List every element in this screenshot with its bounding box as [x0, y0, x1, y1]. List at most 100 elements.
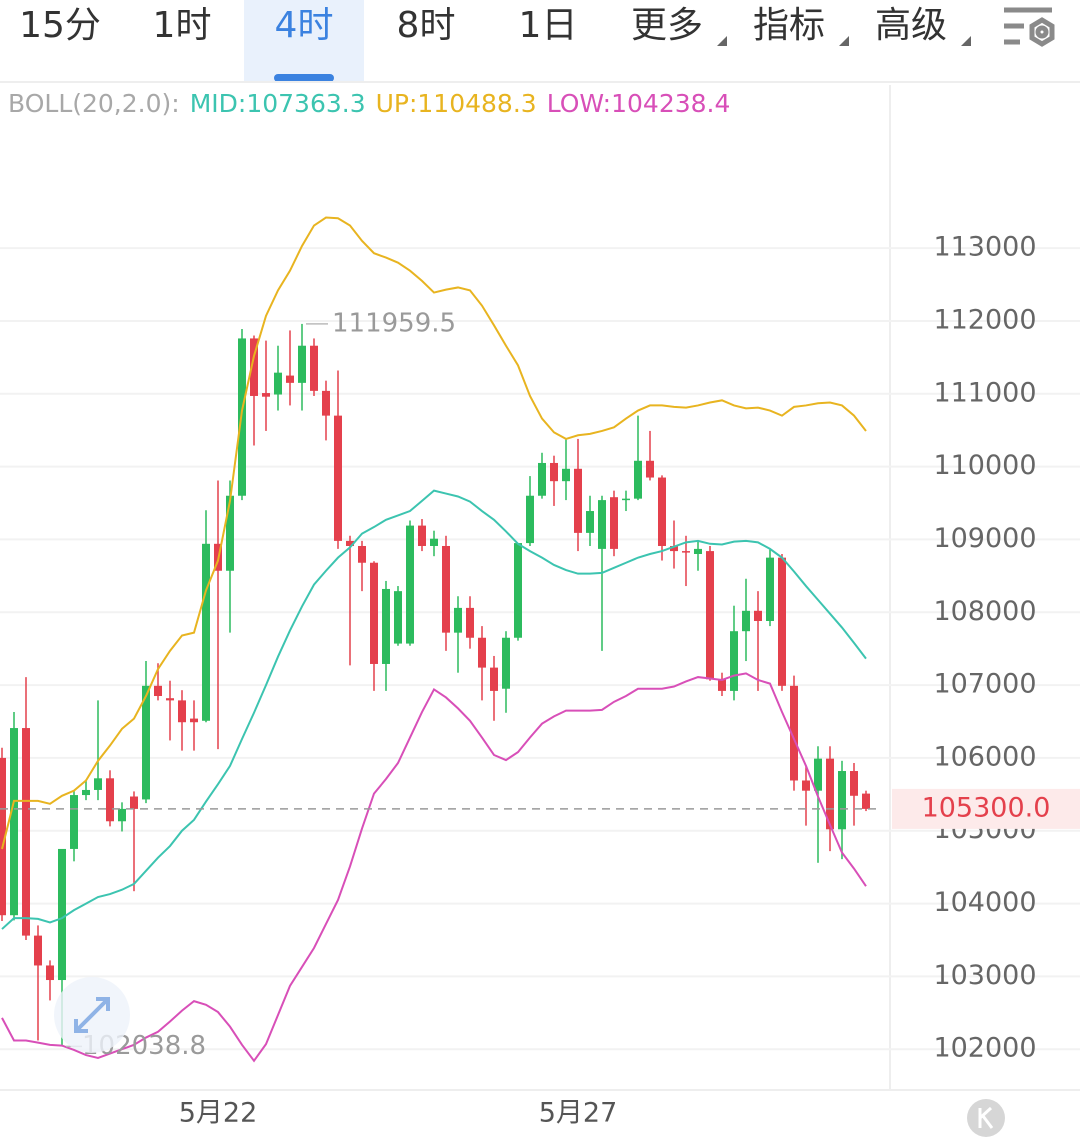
candle-body [838, 771, 846, 830]
candle-body [382, 588, 390, 664]
tab-label: 4时 [275, 5, 334, 46]
candle-body [34, 935, 42, 966]
boll-line [1, 489, 867, 930]
candle-body [430, 538, 438, 546]
candle-body [106, 778, 114, 822]
last-price-box [892, 788, 1080, 829]
candle-body [766, 557, 774, 621]
candle-body [202, 543, 210, 721]
candle-body [190, 718, 198, 723]
candle-body [622, 498, 630, 501]
last-price-label: 105300.0 [922, 792, 1051, 823]
y-tick-label: 109000 [933, 523, 1036, 554]
candle-body [742, 610, 750, 632]
candle-body [0, 757, 6, 916]
y-tick-label: 112000 [933, 304, 1036, 335]
tab[interactable]: 1日 [519, 5, 578, 46]
candle-body [754, 610, 762, 621]
dropdown-arrow [839, 36, 849, 46]
tab-label: 高级 [875, 5, 947, 46]
legend-item: LOW:104238.4 [547, 89, 731, 118]
candle-body [166, 698, 174, 701]
candle-body [730, 631, 738, 691]
candle-body [58, 848, 66, 981]
candle-body [802, 780, 810, 791]
candle-body [670, 545, 678, 552]
candle-body [178, 700, 186, 723]
candle-body [22, 728, 30, 936]
icon-hex [1029, 17, 1055, 47]
candle-body [718, 679, 726, 691]
candle-body [406, 525, 414, 644]
candle-body [334, 415, 342, 541]
candle-body [346, 540, 354, 546]
candle-body [826, 758, 834, 830]
x-tick-label: 5月22 [179, 1098, 258, 1129]
tab-indicator [274, 74, 334, 82]
tab-label: 1日 [519, 5, 578, 46]
candle-body [478, 637, 486, 668]
candle-body [322, 390, 330, 416]
k-icon [978, 1106, 994, 1129]
y-tick-label: 106000 [933, 741, 1036, 772]
candle-body [298, 345, 306, 383]
candle-body [694, 548, 702, 554]
candle-body [598, 500, 606, 549]
candle-body [814, 758, 822, 791]
tab-label: 1时 [153, 5, 212, 46]
y-tick-label: 107000 [933, 669, 1036, 700]
candle-body [94, 778, 102, 790]
candle-body [46, 965, 54, 981]
tab[interactable]: 8时 [397, 5, 456, 46]
grid: 1020001030001040001050001060001070001080… [0, 232, 1080, 1129]
candle-body [562, 468, 570, 482]
settings-icon[interactable] [1004, 7, 1055, 47]
dropdown-arrow [961, 36, 971, 46]
tab[interactable]: 高级 [875, 5, 971, 46]
candle-body [118, 808, 126, 822]
candle-body [850, 771, 858, 796]
candle-body [646, 460, 654, 478]
candle-body [358, 545, 366, 563]
boll-line [1, 672, 867, 1063]
tab[interactable]: 指标 [753, 5, 849, 46]
candle-body [454, 607, 462, 633]
candle-body [574, 468, 582, 533]
y-tick-label: 111000 [933, 377, 1036, 408]
candle-body [706, 551, 714, 680]
tab-label: 更多 [631, 5, 703, 46]
candle-body [274, 372, 282, 395]
tab-label: 8时 [397, 5, 456, 46]
candle-body [370, 562, 378, 664]
tab[interactable]: 更多 [631, 5, 727, 46]
candle-body [862, 793, 870, 809]
y-tick-label: 103000 [933, 960, 1036, 991]
legend: BOLL(20,2.0): MID:107363.3 UP:110488.3 LOW:… [8, 89, 730, 118]
y-tick-label: 113000 [933, 232, 1036, 263]
max-label: 111959.5 [332, 308, 456, 338]
expand-icon [74, 997, 110, 1033]
candle-body [394, 591, 402, 644]
y-tick-label: 108000 [933, 596, 1036, 627]
candle-body [142, 685, 150, 800]
candle-body [154, 685, 162, 697]
y-tick-label: 102000 [933, 1033, 1036, 1064]
candle-body [286, 375, 294, 383]
candle-body [226, 495, 234, 571]
expand-button[interactable] [54, 977, 130, 1053]
tab[interactable]: 4时 [244, 0, 364, 82]
candle-body [514, 543, 522, 638]
k-button[interactable] [967, 1099, 1005, 1137]
candle-body [262, 393, 270, 397]
tab[interactable]: 15分 [19, 5, 101, 46]
candle-body [82, 789, 90, 796]
legend-item: MID:107363.3 [190, 89, 366, 118]
candle-body [310, 345, 318, 391]
tab[interactable]: 1时 [153, 5, 212, 46]
y-tick-label: 110000 [933, 450, 1036, 481]
candle-body [658, 477, 666, 546]
candle-body [550, 462, 558, 482]
candle-body [790, 685, 798, 781]
